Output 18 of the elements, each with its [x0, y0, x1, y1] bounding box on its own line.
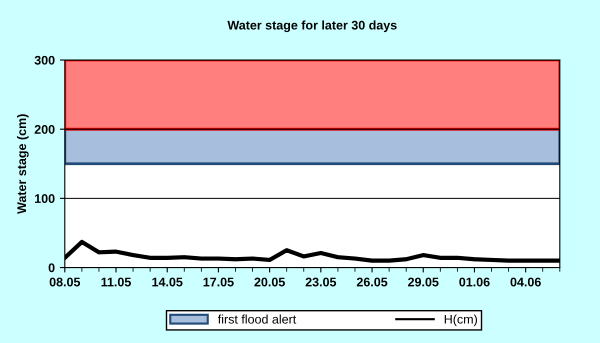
x-tick-label: 29.05 [408, 278, 439, 286]
y-tick-label: 100 [35, 194, 55, 204]
y-tick-label: 200 [34, 124, 55, 134]
x-tick-label: 14.05 [152, 278, 183, 286]
x-tick-label: 08.05 [50, 278, 80, 286]
y-axis-title: Water stage (cm) [16, 114, 29, 214]
x-tick-label: 11.05 [102, 278, 131, 286]
y-tick-label: 0 [48, 263, 55, 272]
x-tick-label: 04.06 [510, 278, 541, 286]
x-tick-label: 20.05 [254, 278, 285, 286]
x-tick-label: 26.05 [356, 278, 388, 286]
x-tick-label: 17.05 [204, 278, 234, 286]
legend-label: H(cm) [444, 314, 477, 326]
x-tick-label: 23.05 [306, 278, 336, 286]
y-tick-label: 300 [34, 56, 55, 65]
x-tick-label: 01.06 [459, 278, 490, 286]
legend-label: first flood alert [218, 314, 296, 324]
chart-title: Water stage for later 30 days [227, 20, 397, 32]
